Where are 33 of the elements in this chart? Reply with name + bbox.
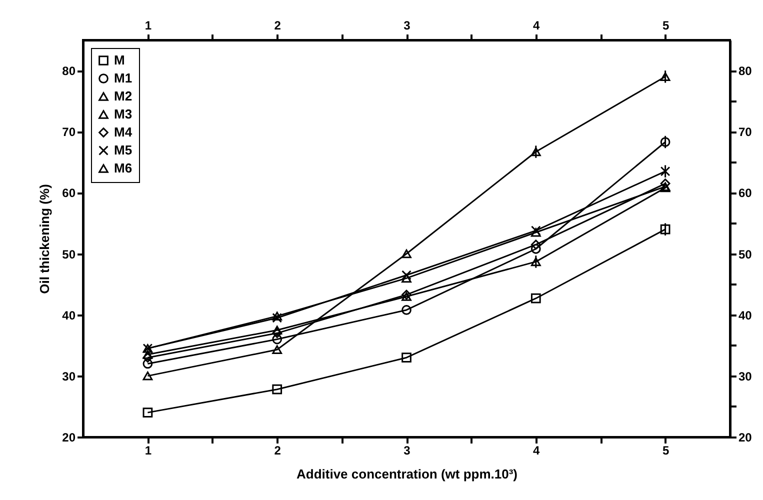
x2-tick-label: 5 [662,18,670,32]
y2-tick-label: 80 [738,64,752,78]
x-tick-label: 2 [274,444,282,458]
x-tick-label: 3 [404,444,411,458]
legend-label: M1 [114,70,132,86]
y-tick-label: 20 [62,430,76,444]
x-tick-label: 1 [144,444,152,458]
x2-tick-label: 1 [144,18,152,32]
legend-label: M3 [114,106,132,122]
x-tick-label: 5 [662,444,670,458]
y-tick-label: 70 [62,125,76,140]
x2-tick-label: 3 [404,18,411,32]
x-tick-label: 4 [533,444,540,458]
y2-tick-label: 50 [738,247,752,262]
y-tick-label: 60 [62,186,76,200]
y-tick-label: 30 [62,369,76,384]
legend-label: M2 [114,88,132,104]
legend-label: M5 [114,142,132,158]
legend-label: M6 [114,160,132,176]
y2-tick-label: 70 [738,125,752,140]
y-axis-title: Oil thickening (%) [37,184,52,294]
y2-tick-label: 30 [738,369,752,384]
y-tick-label: 80 [62,64,76,78]
x2-tick-label: 2 [274,18,282,32]
x2-tick-label: 4 [533,18,540,32]
y-tick-label: 40 [62,308,76,322]
y2-tick-label: 40 [738,308,752,322]
y2-tick-label: 20 [738,430,752,444]
legend-label: M [114,52,125,68]
y2-tick-label: 60 [738,186,752,200]
legend-label: M4 [114,124,133,140]
y-tick-label: 50 [62,247,76,262]
x-axis-title: Additive concentration (wt ppm.10³) [296,466,518,482]
